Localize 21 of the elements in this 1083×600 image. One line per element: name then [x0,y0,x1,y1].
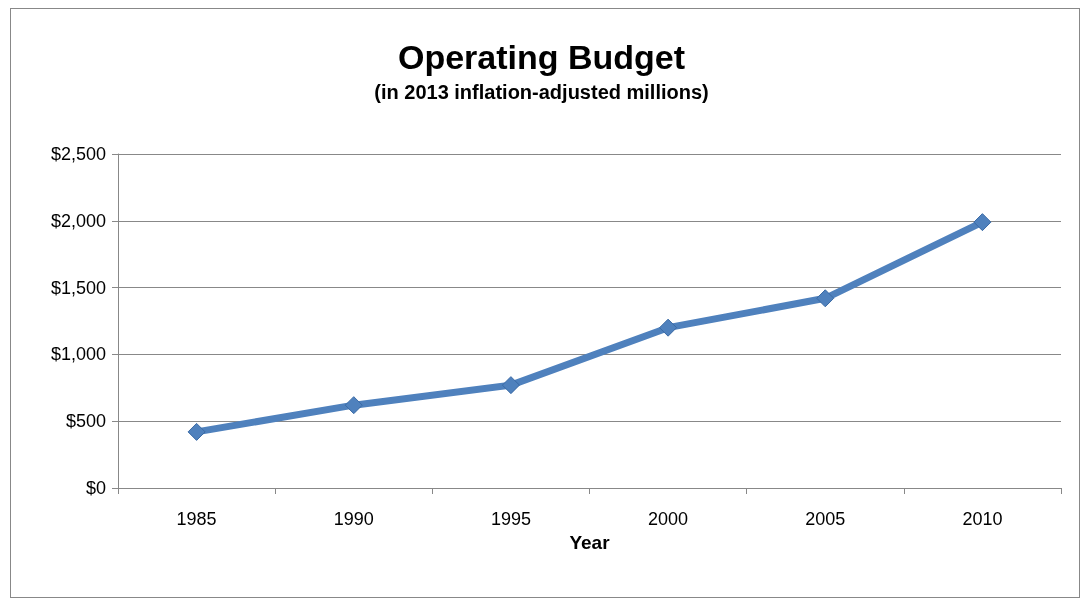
x-axis-title: Year [569,532,611,553]
point [344,396,363,415]
x-tick-label: 1985 [176,509,217,529]
chart-title: Operating Budget [397,38,686,76]
x-tick-label: 1995 [490,509,531,529]
point [187,422,206,441]
y-tick-label: $0 [85,478,106,498]
y-tick-label: $500 [65,411,106,432]
point [659,318,678,337]
x-tick-label: 1990 [333,509,374,529]
y-tick-label: $2,000 [50,210,106,231]
point [501,376,520,395]
y-tick-label: $1,000 [50,344,106,365]
point [816,289,835,308]
x-tick-label: 2010 [962,509,1003,529]
y-tick-label: $2,500 [50,144,106,164]
chart-subtitle: (in 2013 inflation-adjusted millions) [374,81,709,103]
y-tick-label: $1,500 [50,277,106,298]
x-tick-label: 2005 [805,509,846,529]
x-tick-label: 2000 [648,509,689,529]
point [973,213,992,232]
